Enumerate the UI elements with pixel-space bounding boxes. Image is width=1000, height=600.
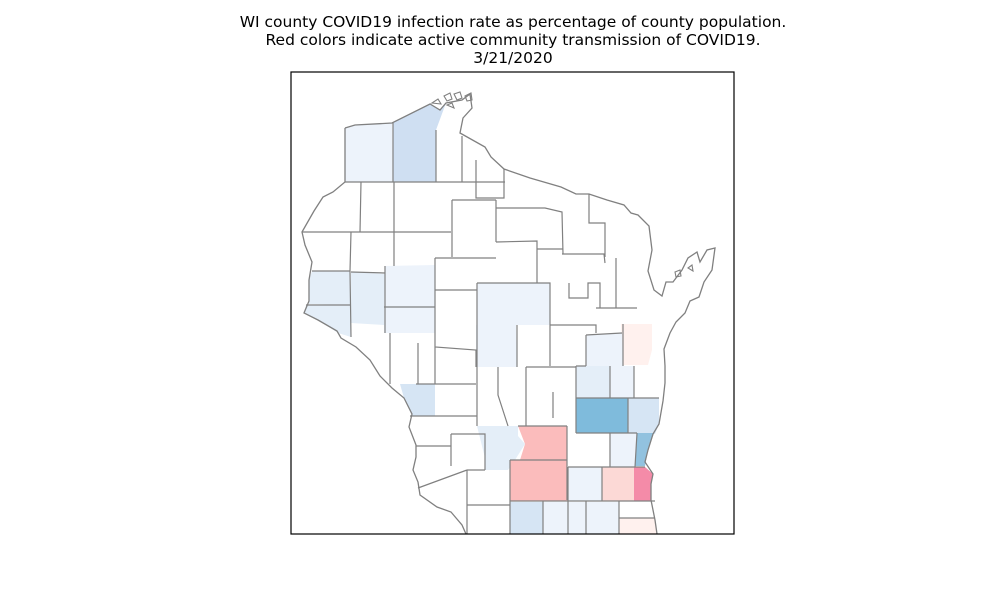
county-dane [510, 460, 568, 501]
county-rock [543, 502, 586, 534]
county-waukesha [602, 467, 634, 501]
map-title: WI county COVID19 infection rate as perc… [0, 13, 1000, 67]
county-polk [309, 271, 351, 305]
islands [430, 91, 694, 278]
county-jefferson [568, 467, 602, 501]
county-washington [610, 433, 637, 467]
county-outagamie [586, 333, 623, 366]
county-pepin [384, 307, 435, 333]
county-milwaukee [634, 467, 653, 501]
county-green [510, 502, 543, 534]
county-calumet [610, 366, 634, 398]
county-marathon [477, 283, 550, 325]
county-sauk [477, 426, 525, 470]
county-columbia [518, 426, 567, 460]
county-st-croix [351, 272, 385, 325]
county-fond-du-lac-n [576, 366, 610, 398]
county-sheboygan [628, 398, 659, 434]
county-door [621, 324, 652, 365]
title-line-1: WI county COVID19 infection rate as perc… [239, 13, 787, 31]
county-kenosha [619, 518, 657, 534]
county-douglas [345, 123, 393, 182]
county-dodge [576, 398, 628, 433]
county-ozaukee [635, 433, 654, 466]
title-line-2: Red colors indicate active community tra… [265, 31, 761, 49]
county-pierce [304, 305, 351, 337]
county-bayfield [393, 103, 446, 182]
county-dunn [384, 265, 435, 307]
county-walworth [586, 502, 619, 534]
title-date: 3/21/2020 [473, 49, 553, 67]
state-outline [301, 92, 716, 534]
county-layer [304, 103, 659, 534]
county-wood [476, 325, 517, 367]
county-boundaries [302, 123, 659, 534]
map-frame [290, 71, 735, 535]
